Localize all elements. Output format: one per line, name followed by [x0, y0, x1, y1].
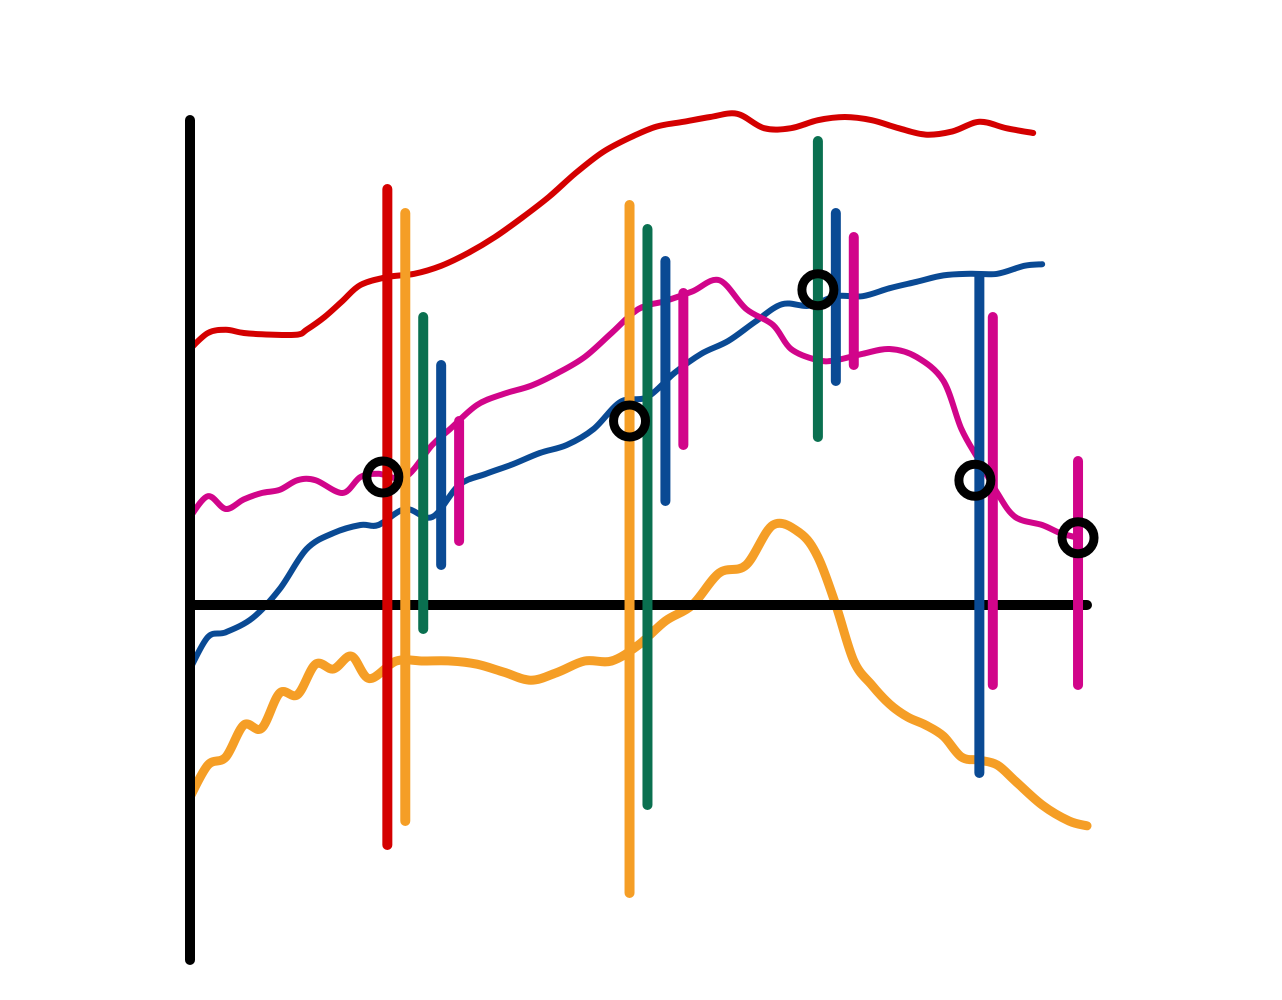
series-layer: [185, 110, 1092, 831]
marker-3: [954, 459, 996, 501]
series-line-0: [187, 110, 1037, 352]
marker-2: [797, 269, 839, 311]
marker-1: [609, 400, 651, 442]
series-line-1: [187, 261, 1046, 672]
marker-4: [1057, 517, 1099, 559]
marker-0: [362, 456, 404, 498]
markers-layer: [362, 269, 1099, 559]
axes-layer: [185, 115, 1092, 965]
range-bars-layer: [382, 136, 1084, 898]
series-line-3: [185, 518, 1092, 831]
